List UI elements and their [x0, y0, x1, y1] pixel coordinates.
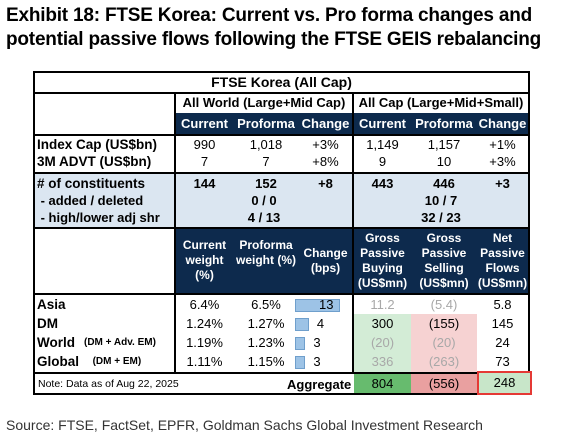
flow-cell-net: 24 — [495, 335, 510, 350]
row-label-added-deleted: - added / deleted — [37, 193, 144, 208]
constituents-block — [35, 174, 528, 227]
row-label-adj-shr: - high/lower adj shr — [37, 210, 160, 225]
change-bar — [295, 318, 309, 331]
table-cell: +1% — [489, 137, 516, 152]
flow-cell-proforma: 1.27% — [247, 316, 285, 331]
table-cell: +8% — [312, 154, 339, 169]
flow-cell-current: 6.4% — [189, 297, 220, 312]
row-label-advt: 3M ADVT (US$bn) — [37, 154, 152, 169]
sub-header-current-ac: Current — [359, 116, 406, 131]
table-cell: +3% — [312, 137, 339, 152]
flow-cell-selling: (263) — [428, 354, 460, 369]
table-cell: 0 / 0 — [251, 193, 277, 208]
flow-cell-buying: 300 — [371, 316, 394, 331]
flow-cell-selling: (5.4) — [430, 297, 458, 312]
flow-row-label: World — [37, 335, 75, 350]
divider — [35, 372, 528, 374]
flow-header-gross-selling: Gross Passive Selling (US$mn) — [419, 231, 469, 290]
divider — [35, 293, 528, 295]
flow-header-current-weight: Current weight (%) — [182, 238, 227, 282]
flow-cell-net: 5.8 — [493, 297, 512, 312]
divider — [35, 134, 528, 136]
flow-cell-net: 73 — [495, 354, 510, 369]
table-cell: 4 / 13 — [247, 210, 281, 225]
flow-cell-change: 4 — [316, 316, 325, 331]
flow-row-label: DM — [37, 316, 58, 331]
sub-header-change-aw: Change — [301, 116, 350, 131]
flow-cell-proforma: 6.5% — [251, 297, 281, 312]
group-header-all-world: All World (Large+Mid Cap) — [182, 95, 346, 110]
flow-cell-buying: 336 — [371, 354, 394, 369]
flow-cell-selling: (20) — [432, 335, 456, 350]
table-cell: 10 — [436, 154, 452, 169]
divider — [35, 227, 528, 229]
table-cell: 7 — [262, 154, 270, 169]
aggregate-buying: 804 — [354, 374, 411, 393]
table-cell: 1,018 — [249, 137, 283, 152]
flow-cell-change: 3 — [313, 354, 321, 369]
table-cell: 990 — [193, 137, 216, 152]
flow-cell-change: 13 — [319, 297, 334, 312]
table-cell: 446 — [433, 176, 455, 191]
flow-cell-buying: 11.2 — [370, 297, 395, 312]
table-cell: 7 — [200, 154, 209, 169]
sub-header-change-ac: Change — [478, 116, 527, 131]
change-bar — [295, 299, 340, 312]
row-label-index-cap: Index Cap (US$bn) — [37, 137, 158, 152]
table-title: FTSE Korea (All Cap) — [211, 74, 352, 90]
flow-cell-proforma: 1.15% — [247, 354, 285, 369]
flow-header-net-flows: Net Passive Flows (US$mn) — [477, 231, 528, 290]
table-cell: +3% — [489, 154, 516, 169]
table-note: Note: Data as of Aug 22, 2025 — [38, 378, 179, 390]
flow-header-proforma-weight: Proforma weight (%) — [236, 238, 296, 267]
flow-cell-buying: (20) — [370, 335, 395, 350]
table-cell: 443 — [371, 176, 394, 191]
flow-cell-proforma: 1.23% — [247, 335, 285, 350]
buying-tint — [354, 314, 411, 372]
table-cell: 144 — [193, 176, 216, 191]
table-cell: +3 — [495, 176, 510, 191]
divider — [352, 92, 354, 374]
change-bar — [295, 356, 306, 369]
table-cell: 10 / 7 — [424, 193, 458, 208]
flow-row-label: Global — [37, 354, 80, 369]
row-label-constituents: # of constituents — [37, 176, 146, 191]
flow-cell-selling: (155) — [428, 316, 460, 331]
aggregate-net: 248 — [477, 371, 532, 395]
table-cell: +8 — [318, 176, 333, 191]
table-cell: 32 / 23 — [421, 210, 461, 225]
flow-row-label-suffix: (DM + EM) — [92, 356, 142, 367]
table-frame — [33, 71, 530, 395]
table-cell: 152 — [255, 176, 277, 191]
sub-header-proforma-aw: Proforma — [237, 116, 295, 131]
table-cell: 1,149 — [366, 137, 399, 152]
divider — [174, 92, 176, 374]
exhibit-title: Exhibit 18: FTSE Korea: Current vs. Pro … — [6, 5, 542, 50]
divider — [35, 172, 528, 174]
flow-header-gross-buying: Gross Passive Buying (US$mn) — [357, 231, 408, 290]
flow-cell-current: 1.11% — [186, 354, 223, 369]
flow-row-label-suffix: (DM + Adv. EM) — [84, 337, 156, 348]
divider — [35, 92, 528, 94]
flow-cell-net: 145 — [491, 316, 514, 331]
flow-cell-current: 1.24% — [186, 316, 223, 331]
aggregate-selling: (556) — [411, 374, 477, 393]
table-cell: 1,157 — [427, 137, 461, 152]
flow-cell-change: 3 — [313, 335, 321, 350]
table-cell: 9 — [378, 154, 387, 169]
flow-header-change-bps: Change (bps) — [303, 246, 348, 275]
group-header-all-cap: All Cap (Large+Mid+Small) — [358, 95, 524, 110]
aggregate-label: Aggregate — [287, 377, 352, 392]
source-note: Source: FTSE, FactSet, EPFR, Goldman Sac… — [6, 417, 483, 433]
flow-cell-current: 1.19% — [186, 335, 223, 350]
selling-tint — [411, 314, 477, 372]
sub-header-current-aw: Current — [181, 116, 228, 131]
flow-row-label: Asia — [37, 297, 66, 312]
change-bar — [295, 337, 306, 350]
sub-header-proforma-ac: Proforma — [415, 116, 473, 131]
